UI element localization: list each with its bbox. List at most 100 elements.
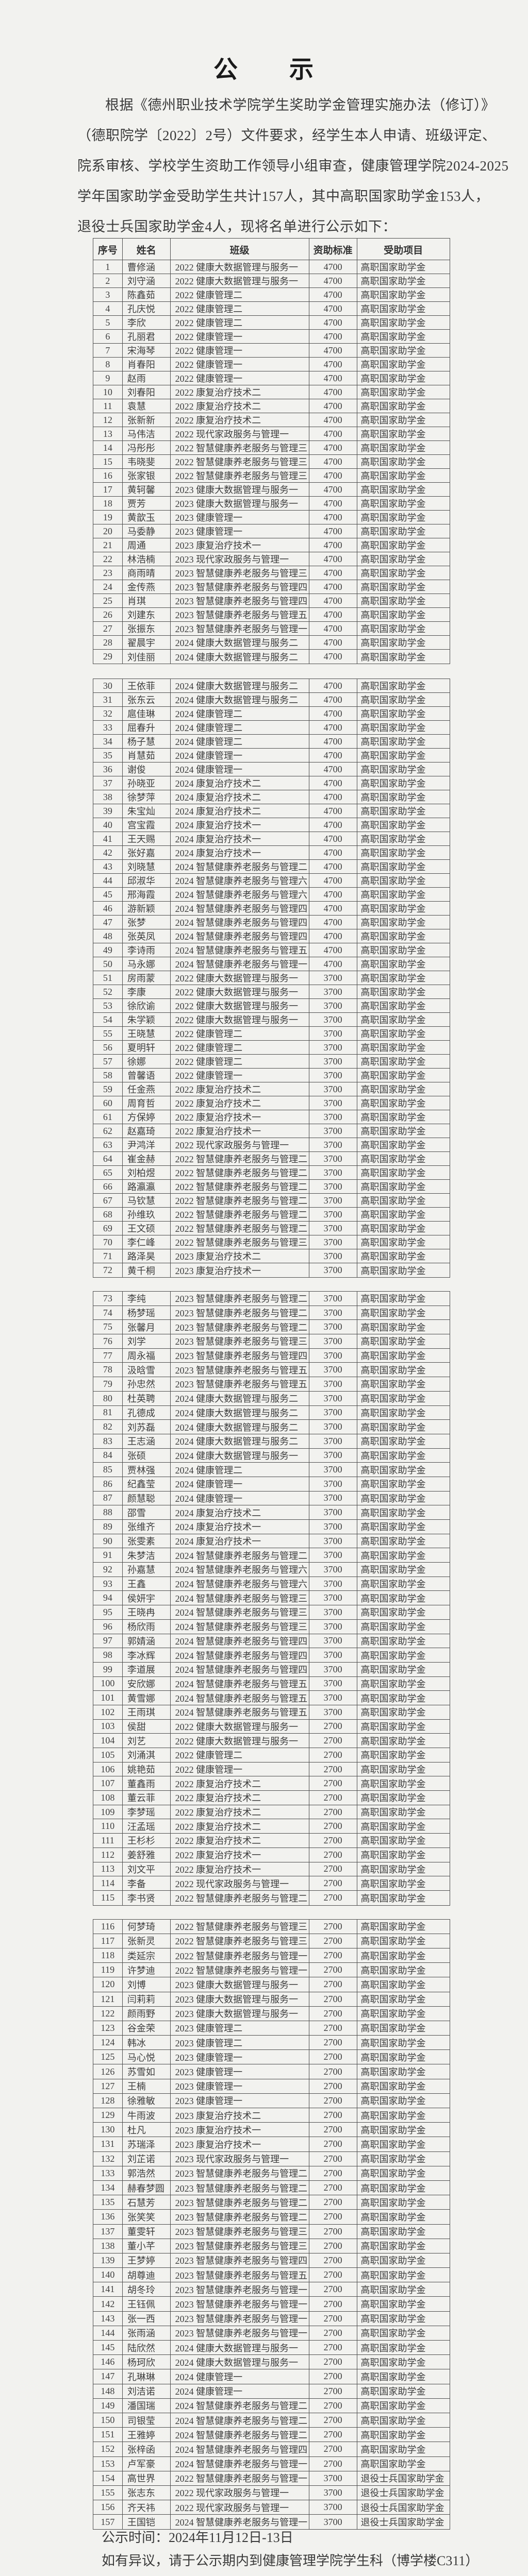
cell-project: 高职国家助学金	[360, 931, 426, 942]
cell-class: 2022 健康大数据管理与服务一	[171, 971, 309, 985]
cell-project: 高职国家助学金	[360, 513, 426, 523]
table-row: 141 胡冬玲 2023 智慧健康养老服务与管理一 2700 高职国家助学金	[93, 2282, 450, 2297]
cell-class: 2023 康复治疗技术二	[171, 1249, 309, 1263]
cell-name: 张东云	[123, 693, 171, 706]
cell-name: 方保婷	[123, 1110, 171, 1124]
cell-name: 姜舒雅	[123, 1848, 171, 1862]
cell-amount: 4700	[309, 832, 357, 845]
cell-no: 9	[93, 371, 123, 385]
cell-no: 106	[93, 1762, 123, 1776]
cell-no: 95	[93, 1605, 123, 1619]
table-row: 9 赵雨 2022 健康管理一 4700 高职国家助学金	[93, 371, 450, 385]
cell-project: 高职国家助学金	[360, 1922, 426, 1933]
table-row: 17 黄轲馨 2023 健康大数据管理与服务一 4700 高职国家助学金	[93, 483, 450, 497]
cell-project: 退役士兵国家助学金	[360, 2488, 444, 2499]
table-row: 5 李欣 2022 健康管理二 4700 高职国家助学金	[93, 316, 450, 330]
table-row: 57 徐娜 2022 健康管理二 3700 高职国家助学金	[93, 1055, 450, 1069]
cell-no: 30	[93, 679, 123, 692]
table-row: 92 孙嘉慧 2024 智慧健康养老服务与管理六 3700 高职国家助学金	[93, 1563, 450, 1577]
cell-name: 李欣	[123, 316, 171, 329]
cell-class: 2023 康复治疗技术一	[171, 1263, 309, 1277]
cell-no: 115	[93, 1890, 123, 1905]
table-row: 12 张新新 2022 康复治疗技术二 4700 高职国家助学金	[93, 413, 450, 427]
cell-name: 卢军豪	[123, 2456, 171, 2471]
cell-class: 2024 健康大数据管理与服务二	[171, 1420, 309, 1434]
cell-amount: 4700	[309, 749, 357, 762]
cell-project: 高职国家助学金	[360, 1140, 426, 1150]
table-row: 35 肖慧茹 2024 健康管理一 4700 高职国家助学金	[93, 749, 450, 762]
cell-project: 高职国家助学金	[360, 1807, 426, 1818]
cell-class: 2024 智慧健康养老服务与管理三	[171, 1591, 309, 1605]
cell-class: 2022 健康管理二	[171, 1748, 309, 1762]
cell-class: 2022 康复治疗技术二	[171, 385, 309, 399]
cell-amount: 3700	[309, 1405, 357, 1420]
cell-name: 韩冰	[123, 2036, 171, 2050]
table-row: 149 潘国瑞 2024 智慧健康养老服务与管理二 2700 高职国家助学金	[93, 2398, 450, 2413]
cell-project: 高职国家助学金	[360, 876, 426, 886]
cell-amount: 4700	[309, 316, 357, 329]
cell-project: 高职国家助学金	[360, 1864, 426, 1875]
cell-project: 高职国家助学金	[360, 304, 426, 314]
cell-project: 高职国家助学金	[360, 1182, 426, 1192]
objection-line-1: 如有异议，请于公示期内到健康管理学院学生科（博学楼C311）	[102, 2553, 479, 2568]
cell-name: 董云菲	[123, 1791, 171, 1805]
table-row: 77 周永福 2023 智慧健康养老服务与管理四 3700 高职国家助学金	[93, 1348, 450, 1363]
cell-amount: 2700	[309, 2456, 357, 2471]
cell-name: 贾林强	[123, 1463, 171, 1477]
cell-class: 2024 智慧健康养老服务与管理五	[171, 1691, 309, 1705]
cell-project: 高职国家助学金	[360, 415, 426, 426]
table-row: 107 董鑫雨 2022 康复治疗技术二 2700 高职国家助学金	[93, 1776, 450, 1791]
cell-name: 崔金赫	[123, 1152, 171, 1165]
cell-no: 32	[93, 707, 123, 720]
cell-project: 高职国家助学金	[360, 2227, 426, 2238]
cell-name: 苏瑞泽	[123, 2137, 171, 2151]
cell-no: 27	[93, 622, 123, 635]
cell-project: 高职国家助学金	[360, 2038, 426, 2048]
cell-amount: 3700	[309, 1041, 357, 1054]
cell-amount: 2700	[309, 2137, 357, 2151]
cell-amount: 3700	[309, 1648, 357, 1662]
cell-no: 127	[93, 2079, 123, 2093]
cell-project: 高职国家助学金	[360, 276, 426, 286]
cell-project: 高职国家助学金	[360, 1493, 426, 1504]
table-row: 48 张英凤 2024 智慧健康养老服务与管理四 4700 高职国家助学金	[93, 929, 450, 943]
cell-no: 129	[93, 2108, 123, 2123]
table-row: 147 孔琳琳 2024 健康管理一 2700 高职国家助学金	[93, 2369, 450, 2384]
cell-class: 2022 智慧健康养老服务与管理一	[171, 2471, 309, 2485]
cell-name: 张振东	[123, 622, 171, 635]
table-row: 64 崔金赫 2022 智慧健康养老服务与管理二 3700 高职国家助学金	[93, 1152, 450, 1166]
cell-no: 10	[93, 385, 123, 399]
cell-name: 宋海琴	[123, 344, 171, 357]
cell-name: 黄轲馨	[123, 483, 171, 496]
cell-no: 69	[93, 1222, 123, 1235]
cell-name: 张新新	[123, 413, 171, 427]
cell-no: 90	[93, 1534, 123, 1548]
cell-project: 高职国家助学金	[360, 2459, 426, 2470]
cell-no: 155	[93, 2485, 123, 2500]
cell-project: 高职国家助学金	[360, 318, 426, 328]
cell-class: 2022 健康大数据管理与服务一	[171, 274, 309, 287]
cell-amount: 4700	[309, 874, 357, 887]
cell-name: 李书贤	[123, 1890, 171, 1905]
cell-class: 2022 智慧健康养老服务与管理一	[171, 1963, 309, 1977]
cell-amount: 4700	[309, 399, 357, 413]
cell-amount: 3700	[309, 1348, 357, 1363]
cell-amount: 3700	[309, 1069, 357, 1082]
cell-no: 91	[93, 1548, 123, 1563]
table-row: 109 李梦瑶 2022 康复治疗技术二 2700 高职国家助学金	[93, 1805, 450, 1820]
cell-no: 1	[93, 260, 123, 274]
cell-amount: 2700	[309, 1919, 357, 1934]
cell-class: 2023 健康大数据管理与服务一	[171, 1992, 309, 2006]
cell-no: 22	[93, 552, 123, 566]
table-row: 54 朱学颖 2022 健康大数据管理与服务一 3700 高职国家助学金	[93, 1013, 450, 1027]
cell-class: 2024 智慧健康养老服务与管理四	[171, 902, 309, 915]
cell-class: 2024 智慧健康养老服务与管理六	[171, 1563, 309, 1577]
cell-name: 何梦琦	[123, 1919, 171, 1934]
cell-project: 高职国家助学金	[360, 1579, 426, 1590]
cell-name: 赫春梦圆	[123, 2180, 171, 2195]
cell-no: 28	[93, 636, 123, 649]
cell-name: 刘芷诺	[123, 2151, 171, 2166]
cell-class: 2024 智慧健康养老服务与管理二	[171, 2413, 309, 2428]
scholarship-table-body: 1 曹修涵 2022 健康大数据管理与服务一 4700 高职国家助学金 2 刘守涵 2022 …	[93, 260, 450, 2530]
cell-class: 2022 健康管理一	[171, 358, 309, 371]
